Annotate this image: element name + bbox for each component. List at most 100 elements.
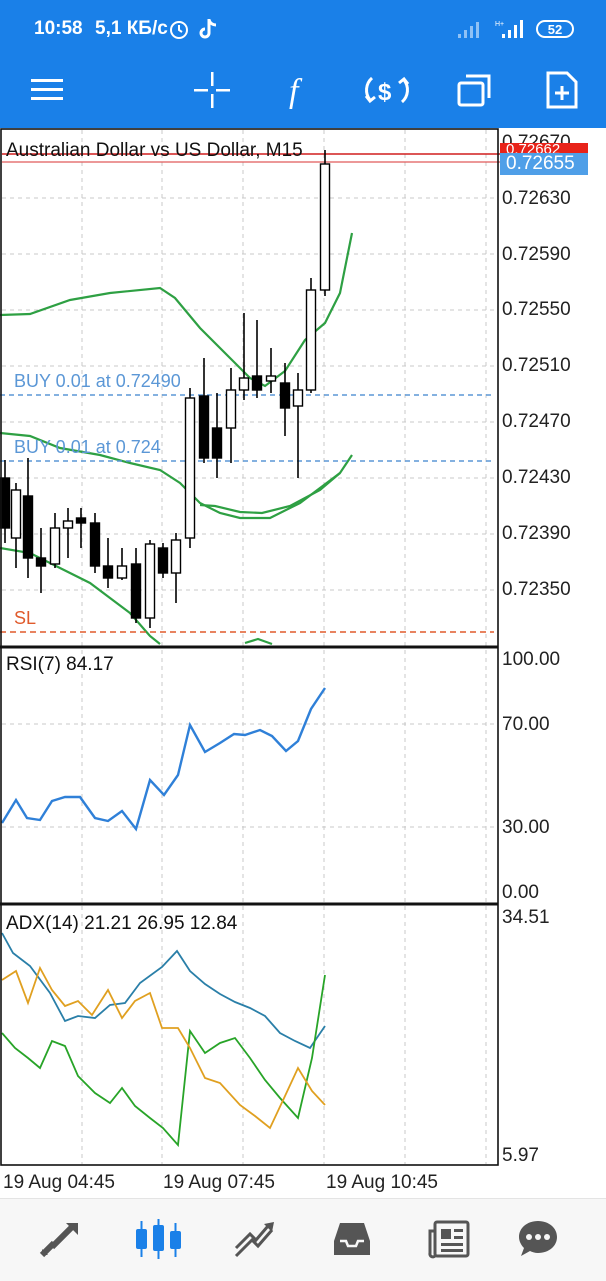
candle-body [251, 375, 263, 391]
bollinger-upper [0, 232, 354, 388]
alarm-icon [170, 21, 188, 39]
price-axis-label: 0.72350 [502, 579, 571, 600]
candle-body [279, 382, 291, 409]
candle-body [225, 389, 237, 429]
minus-di-line [1, 965, 326, 1130]
candle-body [35, 557, 47, 567]
news-icon [428, 1220, 470, 1259]
bollinger-lower-right [199, 472, 341, 515]
stop-loss-label[interactable]: SL [14, 608, 37, 628]
candle-body [0, 477, 11, 529]
candle-body [102, 565, 114, 579]
status-time: 10:58 [34, 18, 83, 39]
tiktok-icon [199, 19, 217, 39]
trade-icon: $ [364, 76, 410, 106]
candle-body [144, 543, 156, 619]
indicators-icon: f [289, 73, 303, 110]
history-icon [334, 1223, 370, 1255]
main-chart-title: Australian Dollar vs US Dollar, M15 [6, 140, 303, 161]
nav-history[interactable] [322, 1211, 382, 1267]
price-axis-label: 0.72590 [502, 244, 571, 265]
pane-separators [0, 128, 499, 1166]
crosshair-button[interactable] [182, 60, 242, 120]
rsi-level-label: 30.00 [502, 817, 550, 838]
templates-icon [546, 71, 578, 109]
candlesticks [0, 150, 331, 628]
svg-text:H+: H+ [495, 21, 504, 28]
chat-icon [519, 1221, 557, 1256]
candle-body [184, 397, 196, 539]
grid-lines [2, 130, 496, 1164]
order-label-buy[interactable]: BUY 0.01 at 0.724 [14, 437, 161, 457]
price-axis-label: 0.72430 [502, 467, 571, 488]
chart-canvas[interactable] [0, 128, 606, 1198]
candle-body [305, 289, 317, 391]
nav-quotes[interactable] [31, 1211, 91, 1267]
bid-price: 0.72655 [506, 153, 575, 174]
windows-button[interactable] [445, 60, 505, 120]
rsi-level-label: 100.00 [502, 649, 561, 670]
plus-di-line [1, 974, 326, 1148]
candle-body [89, 522, 101, 567]
time-axis-label: 19 Aug 07:45 [163, 1172, 275, 1193]
battery-level: 52 [547, 21, 563, 37]
time-axis-label: 19 Aug 04:45 [3, 1172, 115, 1193]
price-axis-label: 0.72390 [502, 523, 571, 544]
status-network-speed: 5,1 КБ/с [95, 18, 168, 39]
nav-news[interactable] [419, 1211, 479, 1267]
toolbar: f $ [0, 60, 606, 128]
trade-icon [234, 1222, 274, 1258]
nav-trade[interactable] [225, 1211, 285, 1267]
rsi-line [0, 687, 326, 832]
candle-body [211, 427, 223, 459]
bollinger-bands [0, 232, 354, 646]
candle-body [265, 375, 277, 382]
rsi-title: RSI(7) 84.17 [6, 654, 114, 675]
indicators-button[interactable]: f [270, 60, 330, 120]
svg-text:$: $ [378, 79, 392, 106]
quotes-icon [39, 1223, 78, 1258]
price-axis-label: 0.72630 [502, 188, 571, 209]
chart-area[interactable]: Australian Dollar vs US Dollar, M15 0.72… [0, 128, 606, 1198]
menu-icon [31, 79, 63, 100]
candle-body [130, 563, 142, 619]
candle-body [22, 495, 34, 559]
candle-body [198, 395, 210, 459]
nav-chart[interactable] [128, 1211, 188, 1267]
bollinger-lower-tail [244, 637, 273, 646]
candle-body [10, 489, 22, 539]
status-bar: 10:58 5,1 КБ/с H+ 52 [0, 0, 606, 60]
templates-button[interactable] [532, 60, 592, 120]
signal-icon [458, 22, 479, 38]
bottom-nav [0, 1198, 606, 1281]
menu-button[interactable] [17, 60, 77, 120]
battery-icon: 52 [536, 20, 574, 38]
chart-icon [136, 1219, 181, 1259]
adx-level-label: 34.51 [502, 907, 550, 928]
candle-body [75, 517, 87, 524]
price-lines [2, 153, 500, 163]
price-axis-label: 0.72550 [502, 299, 571, 320]
top-bar: 10:58 5,1 КБ/с H+ 52 [0, 0, 606, 128]
trade-button[interactable]: $ [357, 60, 417, 120]
candle-body [292, 389, 304, 407]
candle-body [116, 565, 128, 579]
adx-lines [1, 932, 326, 1148]
bid-price-tag: 0.72655 [500, 153, 588, 175]
rsi-level-label: 0.00 [502, 882, 539, 903]
candle-body [62, 520, 74, 529]
windows-icon [457, 74, 491, 107]
candle-body [238, 377, 250, 391]
candle-body [170, 539, 182, 574]
order-lines [0, 394, 494, 633]
price-axis-label: 0.72510 [502, 355, 571, 376]
order-label-buy[interactable]: BUY 0.01 at 0.72490 [14, 371, 181, 391]
nav-chat[interactable] [508, 1211, 568, 1267]
adx-main-line [1, 932, 326, 1050]
svg-text:f: f [289, 73, 303, 110]
time-axis-label: 19 Aug 10:45 [326, 1172, 438, 1193]
candle-body [49, 527, 61, 565]
price-axis-label: 0.72470 [502, 411, 571, 432]
signal-icon: H+ [495, 20, 523, 38]
crosshair-icon [194, 72, 230, 108]
